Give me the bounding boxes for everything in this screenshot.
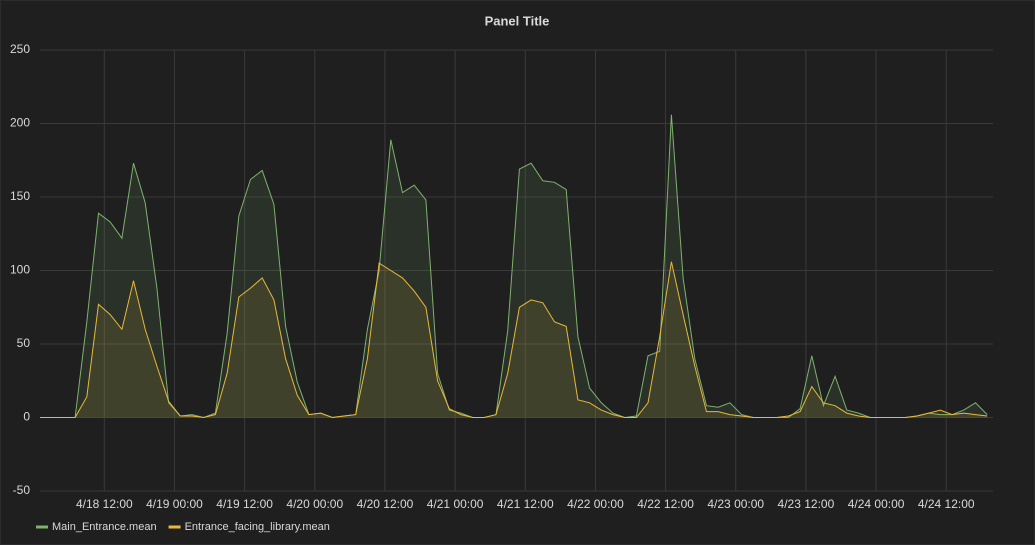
- legend-label: Main_Entrance.mean: [52, 521, 157, 533]
- x-tick-label: 4/23 00:00: [707, 497, 764, 511]
- x-tick-label: 4/18 12:00: [76, 497, 133, 511]
- x-tick-label: 4/22 12:00: [637, 497, 694, 511]
- panel-title: Panel Title: [485, 13, 550, 28]
- x-tick-label: 4/22 00:00: [567, 497, 624, 511]
- x-tick-label: 4/19 00:00: [146, 497, 203, 511]
- x-tick-label: 4/21 12:00: [497, 497, 554, 511]
- y-tick-label: 50: [17, 336, 31, 350]
- legend-label: Entrance_facing_library.mean: [185, 521, 330, 533]
- series-area: [40, 114, 988, 418]
- x-tick-label: 4/24 00:00: [848, 497, 905, 511]
- x-tick-label: 4/20 00:00: [286, 497, 343, 511]
- x-tick-label: 4/23 12:00: [778, 497, 835, 511]
- y-tick-label: 0: [23, 410, 30, 424]
- y-tick-label: 100: [10, 263, 30, 277]
- x-tick-label: 4/20 12:00: [357, 497, 414, 511]
- y-tick-label: -50: [13, 483, 31, 497]
- y-tick-label: 150: [10, 189, 30, 203]
- series-area: [40, 261, 988, 418]
- series-line: [40, 114, 988, 419]
- x-tick-label: 4/24 12:00: [918, 497, 975, 511]
- y-tick-label: 200: [10, 116, 30, 130]
- x-tick-label: 4/19 12:00: [216, 497, 273, 511]
- series-line: [40, 261, 988, 419]
- y-tick-label: 250: [10, 42, 30, 56]
- x-tick-label: 4/21 00:00: [427, 497, 484, 511]
